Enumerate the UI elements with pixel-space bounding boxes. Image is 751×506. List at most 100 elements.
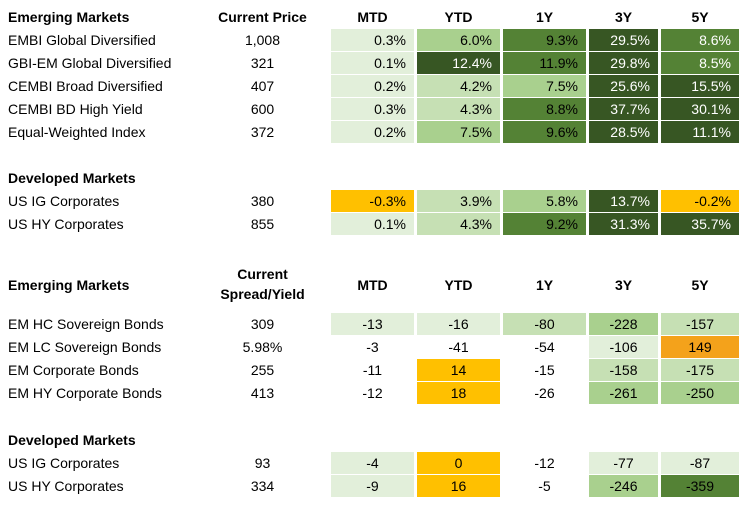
row-label: EMBI Global Diversified — [8, 32, 156, 48]
row-value: 334 — [250, 478, 275, 494]
y5-cell: 30.1% — [661, 98, 739, 120]
y1-cell: 9.2% — [503, 213, 586, 235]
y5-cell: -87 — [661, 452, 739, 474]
y5-cell: 8.6% — [661, 29, 739, 51]
section-header: Developed Markets — [8, 170, 136, 186]
y1-cell: 11.9% — [503, 52, 586, 74]
mtd-cell: -12 — [362, 385, 383, 401]
mtd-cell: 0.3% — [331, 98, 414, 120]
table-row: CEMBI BD High Yield 600 0.3% 4.3% 8.8% 3… — [0, 98, 751, 120]
y5-cell: -157 — [661, 313, 739, 335]
table-row: EM LC Sovereign Bonds 5.98% -3 -41 -54 -… — [0, 336, 751, 358]
section-header: Developed Markets — [8, 432, 136, 448]
y5-cell: 15.5% — [661, 75, 739, 97]
row-price: 855 — [250, 216, 275, 232]
table-row: US HY Corporates 334 -9 16 -5 -246 -359 — [0, 475, 751, 497]
ytd-cell: 4.3% — [417, 213, 500, 235]
ytd-cell: -16 — [417, 313, 500, 335]
table-row: EM HY Corporate Bonds 413 -12 18 -26 -26… — [0, 382, 751, 404]
table-row: EMBI Global Diversified 1,008 0.3% 6.0% … — [0, 29, 751, 51]
row-label: EM LC Sovereign Bonds — [8, 339, 162, 355]
table1-header-3y: 3Y — [614, 9, 633, 25]
y5-cell: 11.1% — [661, 121, 739, 143]
table1-header-row: Emerging Markets Current Price MTD YTD 1… — [0, 6, 751, 28]
table1-header-mtd: MTD — [357, 9, 388, 25]
ytd-cell: 6.0% — [417, 29, 500, 51]
y3-cell: 28.5% — [589, 121, 658, 143]
y1-cell: -26 — [534, 385, 555, 401]
y5-cell: 8.5% — [661, 52, 739, 74]
table2-header-1y: 1Y — [535, 277, 554, 293]
row-price: 372 — [250, 124, 275, 140]
mtd-cell: -3 — [366, 339, 379, 355]
table2-header-spread-line2: Spread/Yield — [220, 286, 305, 302]
mtd-cell: -9 — [331, 475, 414, 497]
y5-cell: -250 — [661, 382, 739, 404]
row-label: EM HY Corporate Bonds — [8, 385, 162, 401]
y1-cell: 9.3% — [503, 29, 586, 51]
y1-cell: -15 — [534, 362, 555, 378]
mtd-cell: 0.1% — [331, 52, 414, 74]
y1-cell: -54 — [534, 339, 555, 355]
row-label: CEMBI BD High Yield — [8, 101, 143, 117]
y3-cell: 25.6% — [589, 75, 658, 97]
y3-cell: 29.5% — [589, 29, 658, 51]
y5-cell: -359 — [661, 475, 739, 497]
y1-cell: -5 — [538, 478, 551, 494]
row-value: 5.98% — [242, 339, 283, 355]
row-value: 93 — [254, 455, 271, 471]
mtd-cell: 0.2% — [331, 121, 414, 143]
table2-header-spread-line1: Current — [237, 266, 288, 282]
row-price: 380 — [250, 193, 275, 209]
row-price: 407 — [250, 78, 275, 94]
y1-cell: -12 — [534, 455, 555, 471]
y3-cell: -77 — [589, 452, 658, 474]
table2-header-mtd: MTD — [357, 277, 388, 293]
ytd-cell: -41 — [448, 339, 469, 355]
table2-header-label: Emerging Markets — [8, 277, 130, 293]
y1-cell: 5.8% — [503, 190, 586, 212]
row-label: Equal-Weighted Index — [8, 124, 146, 140]
y3-cell: -158 — [589, 359, 658, 381]
row-value: 413 — [250, 385, 275, 401]
y1-cell: 7.5% — [503, 75, 586, 97]
table-row: US IG Corporates 380 -0.3% 3.9% 5.8% 13.… — [0, 190, 751, 212]
mtd-cell: -0.3% — [331, 190, 414, 212]
y5-cell: -175 — [661, 359, 739, 381]
row-label: GBI-EM Global Diversified — [8, 55, 172, 71]
row-price: 1,008 — [244, 32, 281, 48]
table2-header-3y: 3Y — [614, 277, 633, 293]
table-row: US IG Corporates 93 -4 0 -12 -77 -87 — [0, 452, 751, 474]
row-value: 255 — [250, 362, 275, 378]
row-label: US HY Corporates — [8, 478, 124, 494]
table-row: EM HC Sovereign Bonds 309 -13 -16 -80 -2… — [0, 313, 751, 335]
table2-header-row: Emerging Markets Current Spread/Yield MT… — [0, 266, 751, 302]
y3-cell: 31.3% — [589, 213, 658, 235]
row-value: 309 — [250, 316, 275, 332]
y5-cell: 35.7% — [661, 213, 739, 235]
y3-cell: 29.8% — [589, 52, 658, 74]
ytd-cell: 4.3% — [417, 98, 500, 120]
mtd-cell: -4 — [331, 452, 414, 474]
table-row: Equal-Weighted Index 372 0.2% 7.5% 9.6% … — [0, 121, 751, 143]
table1-header-price: Current Price — [218, 9, 307, 25]
row-label: CEMBI Broad Diversified — [8, 78, 163, 94]
table-row: CEMBI Broad Diversified 407 0.2% 4.2% 7.… — [0, 75, 751, 97]
y5-cell: 149 — [661, 336, 739, 358]
table2-header-5y: 5Y — [691, 277, 709, 293]
y3-cell: 37.7% — [589, 98, 658, 120]
y1-cell: 8.8% — [503, 98, 586, 120]
row-label: US IG Corporates — [8, 193, 120, 209]
ytd-cell: 0 — [417, 452, 500, 474]
row-label: EM Corporate Bonds — [8, 362, 139, 378]
mtd-cell: -13 — [331, 313, 414, 335]
table-row: US HY Corporates 855 0.1% 4.3% 9.2% 31.3… — [0, 213, 751, 235]
section-header-row: Developed Markets — [0, 167, 751, 189]
mtd-cell: -11 — [362, 362, 383, 378]
ytd-cell: 3.9% — [417, 190, 500, 212]
y3-cell: -246 — [589, 475, 658, 497]
ytd-cell: 12.4% — [417, 52, 500, 74]
y5-cell: -0.2% — [661, 190, 739, 212]
table2-header-spread: Current Spread/Yield — [210, 264, 315, 306]
